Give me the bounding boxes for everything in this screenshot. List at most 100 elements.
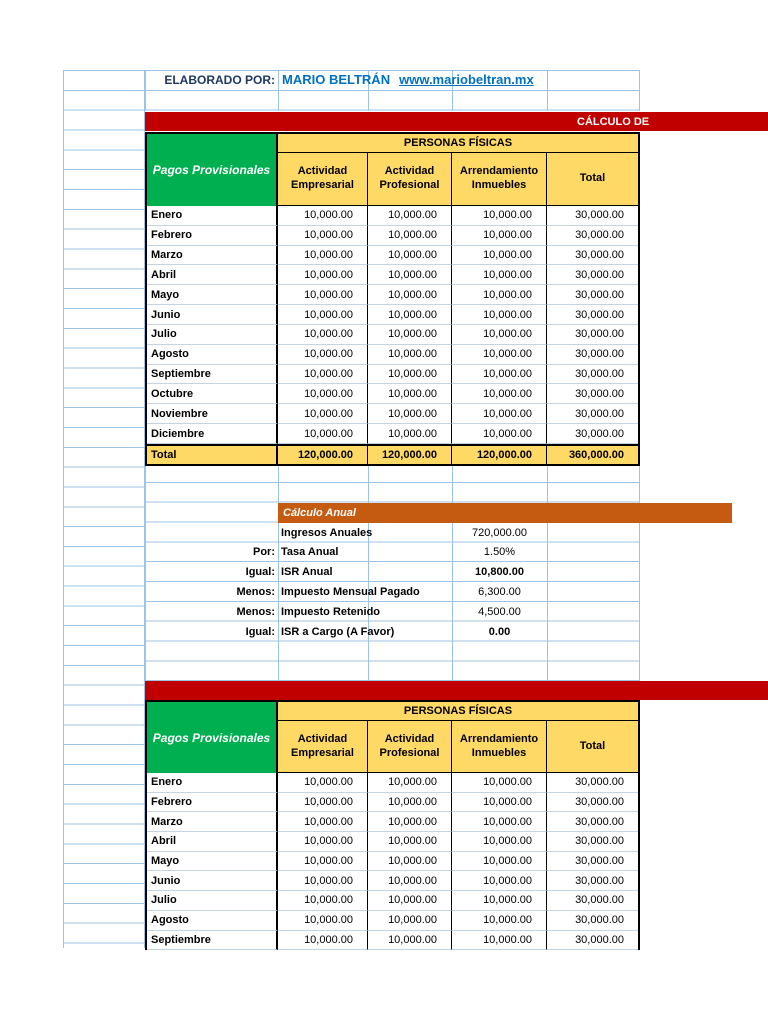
empty-cell: [547, 582, 640, 602]
total-actividad-empresarial: 120,000.00: [278, 445, 368, 464]
value-total: 30,000.00: [547, 265, 638, 286]
month-row: Agosto 10,000.00 10,000.00 10,000.00 30,…: [147, 910, 638, 931]
gridlines-middle: [145, 463, 640, 681]
value-actividad-empresarial: 10,000.00: [278, 851, 368, 872]
annual-calc-row: Menos: Impuesto Retenido 4,500.00: [145, 602, 640, 622]
value-actividad-profesional: 10,000.00: [368, 206, 452, 226]
column-header-actividad-profesional: Actividad Profesional: [368, 153, 452, 206]
month-label: Enero: [147, 773, 278, 793]
value-actividad-profesional: 10,000.00: [368, 871, 452, 892]
annual-calc-row: Igual: ISR Anual 10,800.00: [145, 562, 640, 582]
value-arrendamiento: 10,000.00: [452, 812, 547, 833]
month-row: Septiembre 10,000.00 10,000.00 10,000.00…: [147, 364, 638, 385]
value-actividad-profesional: 10,000.00: [368, 384, 452, 405]
concept-label: Impuesto Mensual Pagado: [281, 585, 420, 598]
value-arrendamiento: 10,000.00: [452, 265, 547, 286]
month-label: Abril: [147, 265, 278, 286]
concept-value: 0.00: [488, 625, 511, 638]
column-header-arrendamiento-inmuebles: Arrendamiento Inmuebles: [452, 721, 547, 773]
value-actividad-profesional: 10,000.00: [368, 265, 452, 286]
value-actividad-empresarial: 10,000.00: [278, 305, 368, 325]
value-actividad-empresarial: 10,000.00: [278, 384, 368, 405]
value-total: 30,000.00: [547, 226, 638, 246]
value-actividad-profesional: 10,000.00: [368, 424, 452, 444]
gridlines-top: [145, 70, 640, 111]
month-label: Abril: [147, 832, 278, 852]
value-total: 30,000.00: [547, 911, 638, 931]
author-website-link[interactable]: www.mariobeltran.mx: [399, 72, 534, 87]
value-arrendamiento: 10,000.00: [452, 851, 547, 872]
month-row: Febrero 10,000.00 10,000.00 10,000.00 30…: [147, 792, 638, 813]
value-actividad-profesional: 10,000.00: [368, 245, 452, 266]
value-total: 30,000.00: [547, 404, 638, 425]
empty-cell: [547, 523, 640, 543]
concept-label: Tasa Anual: [281, 546, 339, 559]
value-actividad-profesional: 10,000.00: [368, 285, 452, 306]
value-total: 30,000.00: [547, 871, 638, 892]
month-label: Marzo: [147, 245, 278, 266]
value-actividad-profesional: 10,000.00: [368, 305, 452, 325]
author-name: MARIO BELTRÁN: [282, 72, 391, 87]
annual-calc-row: Menos: Impuesto Mensual Pagado 6,300.00: [145, 582, 640, 602]
value-total: 30,000.00: [547, 365, 638, 385]
value-actividad-empresarial: 10,000.00: [278, 812, 368, 833]
concept-label: Ingresos Anuales: [281, 526, 373, 539]
value-actividad-empresarial: 10,000.00: [278, 930, 368, 951]
value-total: 30,000.00: [547, 891, 638, 911]
value-arrendamiento: 10,000.00: [452, 773, 547, 793]
month-row: Abril 10,000.00 10,000.00 10,000.00 30,0…: [147, 832, 638, 852]
column-header-total: Total: [547, 153, 638, 206]
value-actividad-profesional: 10,000.00: [368, 910, 452, 931]
value-actividad-empresarial: 10,000.00: [278, 324, 368, 345]
value-total: 30,000.00: [547, 325, 638, 345]
value-actividad-profesional: 10,000.00: [368, 832, 452, 852]
value-actividad-profesional: 10,000.00: [368, 404, 452, 425]
value-actividad-empresarial: 10,000.00: [278, 245, 368, 266]
month-label: Septiembre: [147, 364, 278, 385]
month-label: Agosto: [147, 910, 278, 931]
value-arrendamiento: 10,000.00: [452, 285, 547, 306]
month-row: Enero 10,000.00 10,000.00 10,000.00 30,0…: [147, 773, 638, 793]
personas-fisicas-header: PERSONAS FÍSICAS: [278, 134, 638, 153]
empty-cell: [547, 602, 640, 622]
value-actividad-empresarial: 10,000.00: [278, 891, 368, 911]
table-header: Pagos Provisionales PERSONAS FÍSICAS Act…: [147, 702, 638, 773]
value-total: 30,000.00: [547, 285, 638, 306]
value-actividad-profesional: 10,000.00: [368, 773, 452, 793]
column-header-actividad-profesional: Actividad Profesional: [368, 721, 452, 773]
month-label: Noviembre: [147, 404, 278, 425]
value-total: 30,000.00: [547, 305, 638, 325]
value-actividad-profesional: 10,000.00: [368, 812, 452, 833]
annual-calc-row: Ingresos Anuales 720,000.00: [145, 523, 640, 543]
value-total: 30,000.00: [547, 832, 638, 852]
value-total: 30,000.00: [547, 931, 638, 951]
value-actividad-profesional: 10,000.00: [368, 851, 452, 872]
month-label: Junio: [147, 305, 278, 325]
calculo-banner-bottom: [145, 681, 768, 700]
value-arrendamiento: 10,000.00: [452, 910, 547, 931]
month-label: Agosto: [147, 344, 278, 365]
concept-value: 10,800.00: [475, 566, 524, 579]
month-label: Junio: [147, 871, 278, 892]
value-actividad-empresarial: 10,000.00: [278, 792, 368, 813]
value-actividad-empresarial: 10,000.00: [278, 424, 368, 444]
concept-label: Impuesto Retenido: [281, 605, 381, 618]
month-label: Julio: [147, 324, 278, 345]
month-row: Febrero 10,000.00 10,000.00 10,000.00 30…: [147, 225, 638, 246]
calculo-anual-banner: Cálculo Anual: [278, 503, 732, 523]
value-actividad-empresarial: 10,000.00: [278, 344, 368, 365]
value-total: 30,000.00: [547, 424, 638, 444]
column-header-total: Total: [547, 721, 638, 773]
value-arrendamiento: 10,000.00: [452, 424, 547, 444]
value-actividad-profesional: 10,000.00: [368, 930, 452, 951]
row-header-column: [63, 70, 145, 948]
month-label: Febrero: [147, 225, 278, 246]
value-arrendamiento: 10,000.00: [452, 891, 547, 911]
month-label: Octubre: [147, 384, 278, 405]
empty-cell: [547, 622, 640, 642]
value-total: 30,000.00: [547, 246, 638, 266]
annual-calc-section: Ingresos Anuales 720,000.00 Por: Tasa An…: [145, 523, 640, 642]
concept-label: ISR Anual: [281, 566, 333, 579]
month-row: Septiembre 10,000.00 10,000.00 10,000.00…: [147, 930, 638, 951]
